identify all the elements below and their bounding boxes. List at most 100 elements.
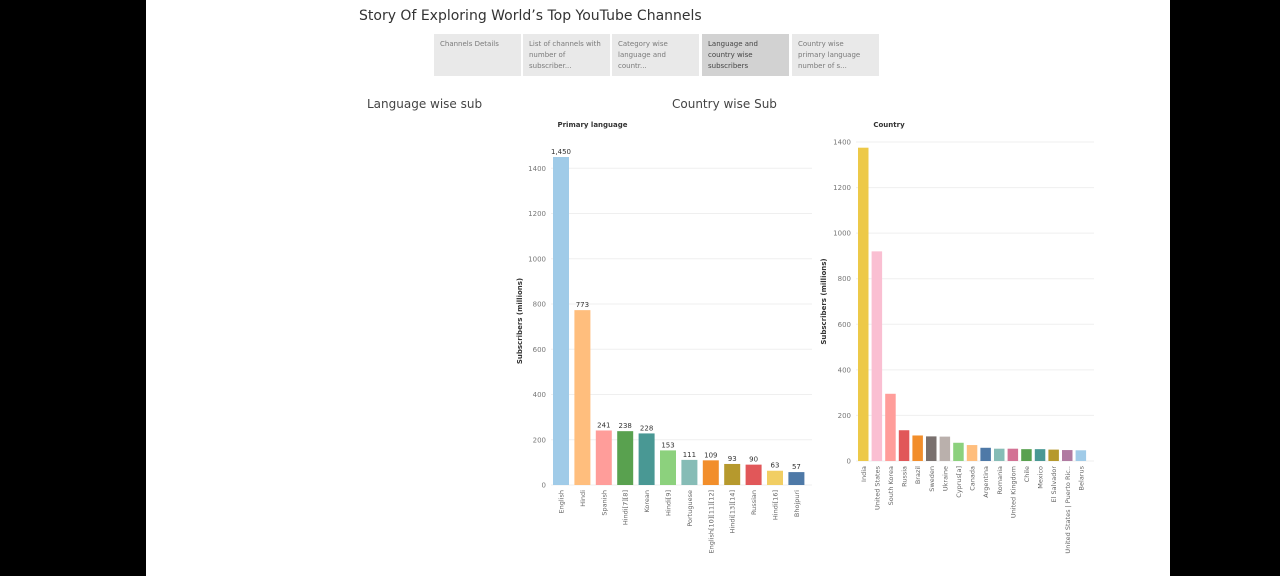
bar-bhojpuri [788,472,805,485]
bar-spanish [595,430,612,485]
data-label: 111 [683,451,696,459]
x-tick-label: Belarus [1077,465,1085,490]
x-axis-title: Country [873,121,905,129]
bar-hindi-7-8 [617,431,634,485]
bar-russian [745,464,762,485]
y-tick-label: 1000 [528,255,546,263]
x-tick-label: Russia [901,466,909,487]
x-tick-label: Hindi[7][8] [622,490,630,525]
x-tick-label: Chile [1023,466,1031,482]
x-tick-label: United States | Puerto Ric.. [1064,466,1072,554]
country-bar-chart: Subscribers (millions) Country 0 200 400 600 8… [820,121,1094,554]
bar-india [858,147,869,462]
y-tick-label: 0 [847,458,851,466]
x-tick-label: United States [873,465,881,510]
bar-romania [994,448,1005,461]
bar-canada [966,445,978,461]
data-label: 63 [771,462,780,470]
x-tick-label: South Korea [887,466,895,505]
bar-chile [1021,449,1032,461]
x-tick-label: Romania [996,466,1004,494]
x-tick-label: Russian [750,490,758,515]
y-tick-label: 1400 [833,139,851,147]
bar-argentina [980,447,991,461]
y-axis-title: Subscribers (millions) [516,278,524,364]
bar-belarus [1075,450,1087,461]
data-label: 109 [704,451,717,459]
data-label: 238 [619,422,632,430]
bar-united-kingdom [1007,448,1019,461]
y-tick-label: 1200 [528,210,546,218]
y-tick-label: 0 [542,482,546,490]
x-tick-label: Spanish [600,490,608,516]
bar-hindi-16 [767,470,783,485]
x-tick-label: Cyprus[a] [955,466,963,498]
x-tick-label: Korean [643,490,651,513]
language-bar-chart: Subscribers (millions) Primary language 0 2… [516,121,812,554]
x-tick-label: Canada [969,466,977,491]
story-canvas: Story Of Exploring World’s Top YouTube C… [146,0,1170,576]
data-label: 93 [728,455,737,463]
y-tick-label: 600 [533,346,546,354]
bar-english-10-11-12 [702,460,719,485]
x-tick-label: Bhojpuri [793,490,801,517]
bar-south-korea [885,393,896,461]
x-tick-label: Argentina [982,466,990,498]
bar-portuguese [681,459,698,485]
x-tick-label: Hindi[16] [772,490,780,520]
bar-cyprus-a [953,442,964,461]
x-tick-label: United Kingdom [1009,466,1017,518]
story-tab-category-wise[interactable]: Category wise language and countr... [612,34,699,76]
x-tick-label: Hindi[13][14] [729,490,737,533]
story-tab-channel-list[interactable]: List of channels with number of subscrib… [523,34,610,76]
x-tick-label: Mexico [1037,466,1045,489]
x-tick-label: English[10][11][12] [707,490,715,554]
chart-title-country: Country wise Sub [672,97,777,111]
bar-hindi-9 [660,450,676,485]
story-tab-channels-details[interactable]: Channels Details [434,34,521,76]
x-tick-label: Ukraine [941,466,949,491]
bar-mexico [1034,449,1046,461]
bar-russia [898,430,910,461]
data-label: 57 [792,463,801,471]
data-label: 153 [661,441,674,449]
x-axis-title: Primary language [557,121,627,129]
y-tick-label: 1000 [833,230,851,238]
y-tick-label: 200 [838,412,851,420]
bar-hindi-13-14 [724,463,741,485]
data-label: 1,450 [551,148,571,156]
y-tick-label: 1400 [528,165,546,173]
y-tick-label: 400 [838,366,851,374]
x-tick-label: Hindi [579,490,587,507]
y-tick-label: 800 [838,275,851,283]
data-label: 228 [640,424,653,432]
y-tick-label: 1200 [833,184,851,192]
y-axis-title: Subscribers (millions) [820,258,828,344]
bar-united-states-puerto-ric [1062,450,1073,461]
x-tick-label: India [860,466,868,482]
bar-united-states [871,251,883,461]
x-tick-label: Brazil [914,466,922,484]
y-tick-label: 800 [533,301,546,309]
story-tab-country-language[interactable]: Country wise primary language number of … [792,34,879,76]
story-title: Story Of Exploring World’s Top YouTube C… [359,8,702,24]
bar-sweden [926,436,937,461]
x-tick-label: El Salvador [1050,466,1058,503]
y-tick-label: 400 [533,391,546,399]
story-tab-language-country[interactable]: Language and country wise subscribers [702,34,789,76]
data-label: 241 [597,421,610,429]
bar-ukraine [939,436,951,461]
chart-title-language: Language wise sub [367,97,483,111]
x-tick-label: English [558,490,566,513]
y-tick-label: 200 [533,436,546,444]
y-tick-label: 600 [838,321,851,329]
x-tick-label: Portuguese [686,490,694,527]
bar-korean [638,433,655,485]
x-tick-label: Hindi[9] [665,490,673,516]
data-label: 90 [749,456,758,464]
bar-brazil [912,435,923,461]
data-label: 773 [576,301,589,309]
bar-hindi [574,310,591,485]
x-tick-label: Sweden [928,466,936,492]
bar-english [553,157,569,485]
